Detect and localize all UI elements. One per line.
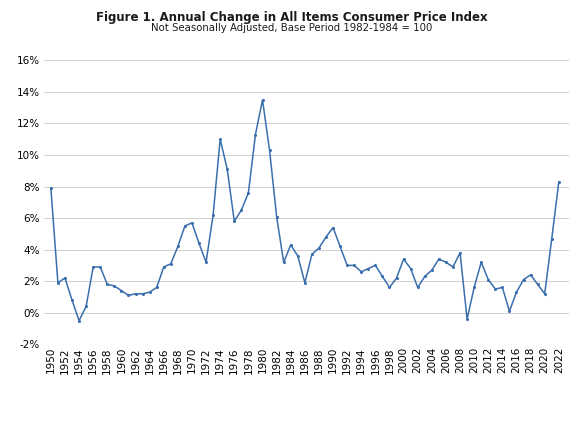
Text: Not Seasonally Adjusted, Base Period 1982-1984 = 100: Not Seasonally Adjusted, Base Period 198… [151,23,433,34]
Text: Figure 1. Annual Change in All Items Consumer Price Index: Figure 1. Annual Change in All Items Con… [96,11,488,24]
